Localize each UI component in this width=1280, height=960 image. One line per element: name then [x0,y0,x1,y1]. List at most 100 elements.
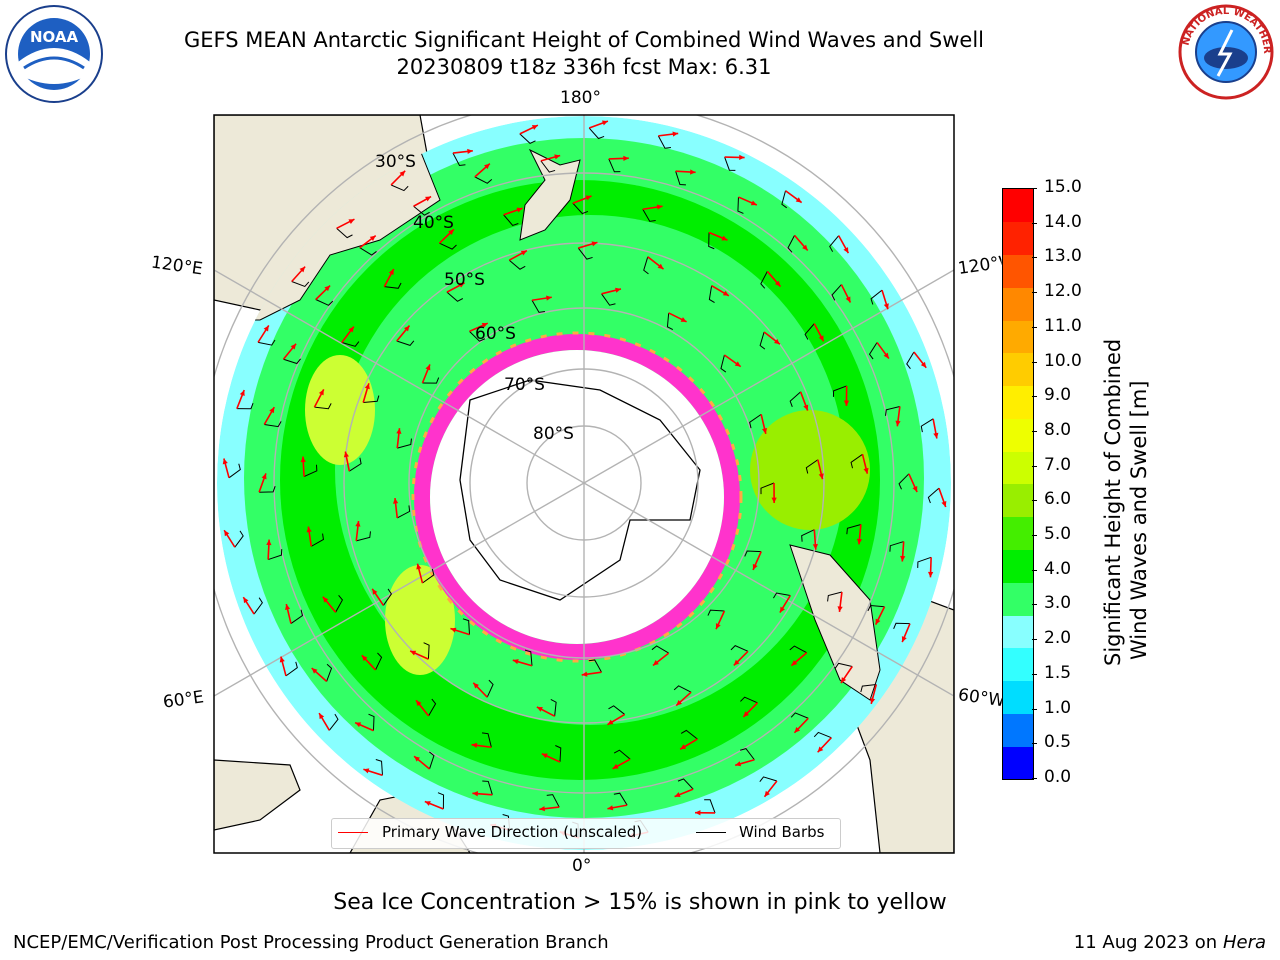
wind-barb [744,550,762,557]
wind-barb [303,464,318,478]
colorbar-band [1003,647,1033,682]
wind-barb [486,679,494,698]
noaa-logo: NOAA [5,5,103,103]
colorbar-band [1003,385,1033,419]
wave-direction-arrowhead [791,660,798,666]
wind-barb [608,158,621,173]
wind-barb [813,731,832,739]
wind-barb [462,618,470,635]
colorbar-band [1003,352,1033,387]
colorbar-band [1003,451,1033,485]
lon-label-0: 0° [572,856,592,876]
colorbar-band [1003,254,1033,288]
wave-direction-arrowhead [414,756,420,762]
wind-barb [469,331,486,342]
colorbar-tick-mark [1032,430,1037,432]
wave-direction-arrowhead [546,295,552,301]
legend-wave-label: Primary Wave Direction (unscaled) [382,823,643,841]
wind-barb [572,202,589,215]
wave-direction-arrowhead [735,761,742,767]
wave-direction-arrowhead [750,200,757,206]
wind-barb [680,729,698,740]
wave-direction-arrowhead [243,597,249,604]
wave-direction-arrowhead [531,125,538,130]
wave-direction-arrowhead [410,650,417,656]
wave-direction-arrowhead [541,753,548,759]
wind-barb [257,339,276,346]
wind-barb [531,300,545,313]
wind-barb [724,156,736,171]
wind-barb [790,712,809,719]
colorbar-ticks: 0.0 0.5 1.0 1.5 2.0 3.0 4.0 5.0 6.0 7.0 8.0 9.0 10.0… [1032,177,1094,787]
wave-direction-arrowhead [355,722,362,728]
wind-barb [827,591,843,602]
wind-barb [760,271,768,289]
colorbar-tick-label: 9.0 [1044,385,1072,406]
wave-direction-arrowhead [863,467,869,474]
colorbar-band [1003,221,1033,256]
noaa-logo-text: NOAA [30,28,79,46]
wind-barb [920,418,934,433]
wave-direction-arrowhead [856,538,863,545]
wind-barb [446,291,464,302]
wind-barb [608,705,625,715]
wind-barb [550,699,557,717]
colorbar-band [1003,615,1033,649]
wave-direction-arrowhead [752,563,758,570]
wind-barb [720,354,727,373]
wave-direction-arrows [222,120,947,839]
wave-direction-arrowhead [364,383,370,390]
wind-barb [834,662,853,669]
wave-direction-arrowhead [774,280,781,287]
wind-barb [540,160,556,173]
wave-direction-arrowhead [843,400,850,406]
lon-label-180: 180° [560,88,601,108]
wave-direction-arrowhead [803,404,809,411]
graticule [214,115,954,853]
wave-direction-arrowhead [818,473,824,480]
wave-direction-arrowhead [471,742,478,748]
wind-barb [422,377,440,384]
wave-direction-arrowhead [817,746,824,753]
colorbar-tick-label: 8.0 [1044,419,1072,440]
wind-barb [737,197,744,214]
colorbar-tick-mark [1032,569,1037,571]
legend-wave-swatch [338,832,368,833]
wave-direction-arrowhead [324,285,331,292]
wave-direction-arrowhead [392,498,399,504]
wind-barb [708,285,715,303]
wave-direction-arrowhead [743,711,750,717]
wave-direction-arrowhead [733,659,740,666]
wind-barb [867,604,885,612]
colorbar-tick-mark [1032,604,1037,606]
wind-barb [829,235,840,252]
wind-barb [730,645,749,652]
wave-direction-arrowhead [601,120,608,126]
wind-barb [760,482,775,495]
wind-barb [428,751,435,770]
colorbar-tick-mark [1032,222,1037,224]
wave-direction-arrowhead [484,163,490,170]
colorbar-tick-mark [1032,292,1037,294]
colorbar-label-line1: Significant Height of Combined [1101,338,1125,666]
colorbar-tick-mark [1032,326,1037,328]
host-name: Hera [1222,932,1266,953]
wind-barb [503,214,519,227]
wind-barb [259,486,276,493]
colorbar-tick-mark [1032,188,1037,189]
wind-barb [673,685,692,693]
wave-direction-arrowhead [319,713,325,720]
wave-direction-arrowhead [883,352,889,359]
nws-logo: NATIONAL WEATHER SERVICE [1176,2,1274,100]
wave-direction-arrowhead [883,303,889,310]
wave-direction-arrowhead [239,390,245,397]
antarctica [430,350,724,644]
wind-barb [759,331,766,350]
wave-direction-arrowhead [299,266,306,273]
wave-direction-arrowhead [837,606,843,612]
wind-barb [749,413,762,429]
wind-barb [283,358,301,365]
wind-barb [850,453,863,469]
wind-barb [314,403,332,410]
